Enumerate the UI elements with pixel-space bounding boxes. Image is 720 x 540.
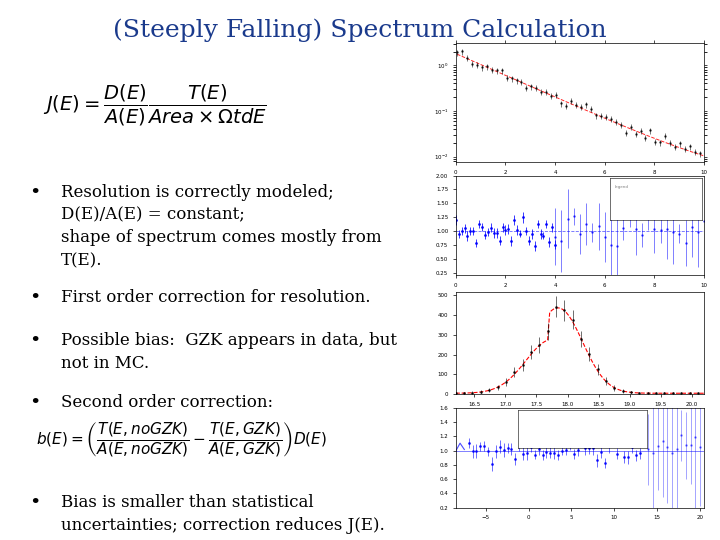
Text: •: •	[29, 394, 40, 412]
Text: First order correction for resolution.: First order correction for resolution.	[61, 289, 371, 306]
Text: $b(E) = \left(\dfrac{T(E, noGZK)}{A(E, noGZK)} - \dfrac{T(E, GZK)}{A(E, GZK)}\ri: $b(E) = \left(\dfrac{T(E, noGZK)}{A(E, n…	[36, 421, 327, 459]
Text: •: •	[29, 332, 40, 350]
Text: Possible bias:  GZK appears in data, but
not in MC.: Possible bias: GZK appears in data, but …	[61, 332, 397, 372]
Text: •: •	[29, 494, 40, 512]
Text: Bias is smaller than statistical
uncertainties; correction reduces J(E).: Bias is smaller than statistical uncerta…	[61, 494, 385, 534]
Text: Resolution is correctly modeled;
D(E)/A(E) = constant;
shape of spectrum comes m: Resolution is correctly modeled; D(E)/A(…	[61, 184, 382, 269]
Text: $J(E) = \dfrac{D(E)}{A(E)} \dfrac{T(E)}{Area \times \Omega tdE}$: $J(E) = \dfrac{D(E)}{A(E)} \dfrac{T(E)}{…	[43, 83, 267, 128]
Text: (Steeply Falling) Spectrum Calculation: (Steeply Falling) Spectrum Calculation	[113, 19, 607, 43]
X-axis label: log( energy/eV ): log( energy/eV )	[558, 413, 602, 417]
Text: •: •	[29, 289, 40, 307]
Text: Second order correction:: Second order correction:	[61, 394, 274, 411]
Text: •: •	[29, 184, 40, 201]
